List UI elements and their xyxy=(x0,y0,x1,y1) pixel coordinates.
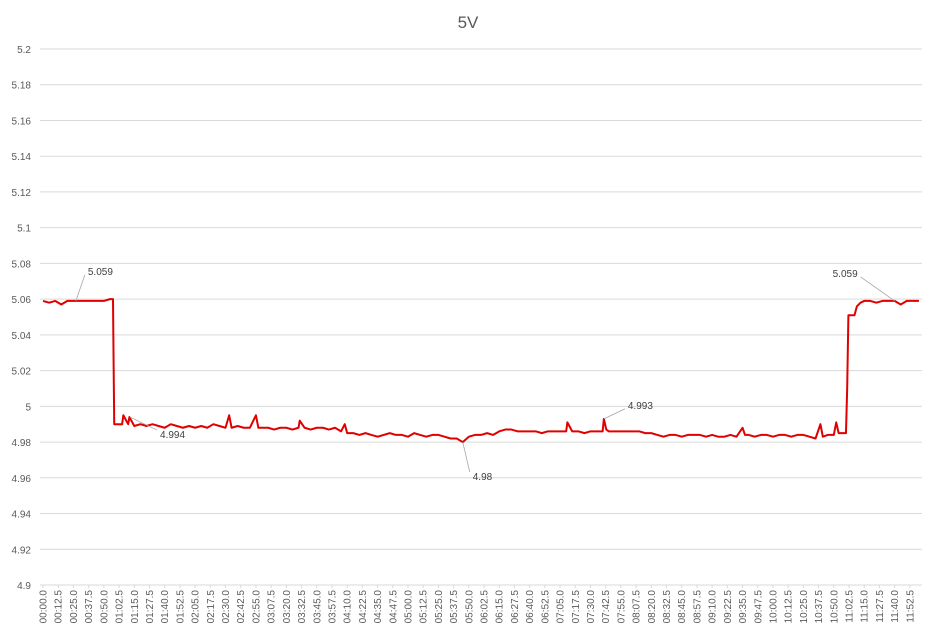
x-tick-label: 08:32.5 xyxy=(662,590,673,624)
x-tick-label: 01:02.5 xyxy=(115,590,126,624)
annotation-leader xyxy=(462,441,471,473)
x-tick-label: 06:52.5 xyxy=(540,590,551,624)
x-tick-label: 01:40.0 xyxy=(160,590,171,624)
x-tick-label: 08:07.5 xyxy=(632,590,643,624)
x-tick-label: 09:47.5 xyxy=(753,590,764,624)
annotation-leader xyxy=(603,408,626,420)
x-tick-label: 06:15.0 xyxy=(495,590,506,624)
x-tick-label: 07:05.0 xyxy=(556,590,567,624)
y-tick-label: 5.16 xyxy=(12,116,32,127)
annotation-leader xyxy=(129,416,158,431)
x-tick-label: 07:42.5 xyxy=(601,590,612,624)
x-tick-label: 08:57.5 xyxy=(692,590,703,624)
x-tick-label: 00:25.0 xyxy=(69,590,80,624)
x-tick-label: 00:12.5 xyxy=(54,590,65,624)
line-series xyxy=(42,298,919,444)
x-tick-label: 10:00.0 xyxy=(768,590,779,624)
y-tick-label: 5.14 xyxy=(12,152,32,163)
y-tick-label: 4.9 xyxy=(17,581,31,592)
y-tick-label: 5.04 xyxy=(12,331,32,342)
y-tick-label: 5.18 xyxy=(12,81,32,92)
x-tick-label: 02:30.0 xyxy=(221,590,232,624)
x-tick-label: 07:55.0 xyxy=(616,590,627,624)
y-tick-label: 5.06 xyxy=(12,295,32,306)
y-tick-label: 5.08 xyxy=(12,259,32,270)
x-tick-label: 09:35.0 xyxy=(738,590,749,624)
chart-title: 5V xyxy=(458,13,479,32)
y-tick-label: 5.12 xyxy=(12,188,32,199)
x-tick-label: 06:02.5 xyxy=(480,590,491,624)
x-tick-label: 09:10.0 xyxy=(708,590,719,624)
y-tick-label: 4.96 xyxy=(12,474,32,485)
x-tick-label: 03:07.5 xyxy=(267,590,278,624)
y-tick-label: 5.02 xyxy=(12,367,32,378)
x-tick-label: 05:25.0 xyxy=(434,590,445,624)
x-tick-label: 02:05.0 xyxy=(191,590,202,624)
y-tick-label: 4.92 xyxy=(12,545,32,556)
x-tick-label: 04:47.5 xyxy=(388,590,399,624)
x-tick-label: 05:37.5 xyxy=(449,590,460,624)
x-tick-label: 02:55.0 xyxy=(251,590,262,624)
x-tick-label: 04:10.0 xyxy=(343,590,354,624)
x-tick-label: 00:50.0 xyxy=(99,590,110,624)
x-tick-label: 11:15.0 xyxy=(860,590,871,623)
x-tick-label: 02:17.5 xyxy=(206,590,217,624)
x-tick-label: 03:32.5 xyxy=(297,590,308,624)
x-tick-label: 01:15.0 xyxy=(130,590,141,624)
x-tick-label: 08:45.0 xyxy=(677,590,688,624)
annotation-label: 5.059 xyxy=(833,269,858,280)
y-tick-label: 5.1 xyxy=(17,224,31,235)
x-tick-label: 10:25.0 xyxy=(799,590,810,624)
x-tick-label: 11:02.5 xyxy=(845,590,856,623)
x-tick-label: 06:40.0 xyxy=(525,590,536,624)
x-tick-label: 09:22.5 xyxy=(723,590,734,624)
x-tick-label: 05:12.5 xyxy=(419,590,430,624)
x-tick-label: 03:45.0 xyxy=(312,590,323,624)
y-tick-label: 4.98 xyxy=(12,438,32,449)
x-tick-label: 00:37.5 xyxy=(84,590,95,624)
x-tick-label: 10:12.5 xyxy=(784,590,795,624)
y-tick-label: 4.94 xyxy=(12,510,32,521)
x-tick-label: 10:50.0 xyxy=(829,590,840,624)
x-tick-label: 10:37.5 xyxy=(814,590,825,624)
y-tick-label: 5.2 xyxy=(17,45,31,56)
annotation-label: 5.059 xyxy=(88,267,113,278)
x-tick-label: 07:30.0 xyxy=(586,590,597,624)
annotation-label: 4.993 xyxy=(628,401,653,412)
x-tick-label: 04:35.0 xyxy=(373,590,384,624)
y-tick-label: 5 xyxy=(25,402,31,413)
x-tick-label: 00:00.0 xyxy=(39,590,50,624)
x-tick-label: 05:50.0 xyxy=(464,590,475,624)
x-tick-label: 06:27.5 xyxy=(510,590,521,624)
x-tick-label: 07:17.5 xyxy=(571,590,582,624)
x-tick-label: 03:20.0 xyxy=(282,590,293,624)
x-tick-label: 04:22.5 xyxy=(358,590,369,624)
x-tick-label: 11:27.5 xyxy=(875,590,886,623)
x-tick-label: 02:42.5 xyxy=(236,590,247,624)
annotation-leader xyxy=(860,276,895,302)
x-tick-label: 05:00.0 xyxy=(404,590,415,624)
x-tick-label: 11:40.0 xyxy=(890,590,901,623)
annotation-leader xyxy=(75,274,86,302)
annotation-label: 4.994 xyxy=(160,430,185,441)
x-tick-label: 03:57.5 xyxy=(327,590,338,624)
x-tick-label: 11:52.5 xyxy=(905,590,916,623)
x-tick-label: 01:27.5 xyxy=(145,590,156,624)
x-tick-label: 08:20.0 xyxy=(647,590,658,624)
x-tick-label: 01:52.5 xyxy=(175,590,186,624)
annotation-label: 4.98 xyxy=(473,472,493,483)
